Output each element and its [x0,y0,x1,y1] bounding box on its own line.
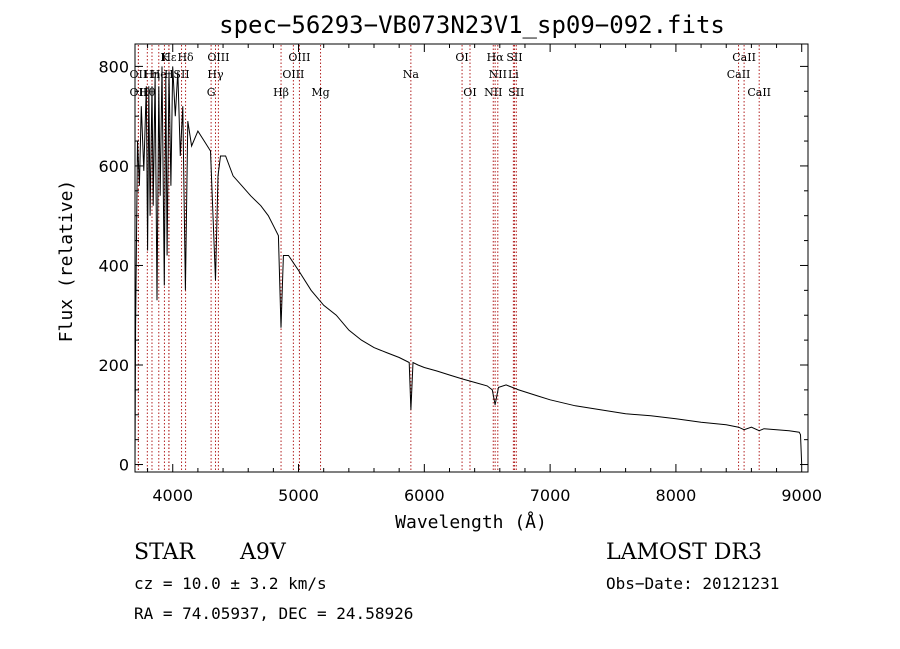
line-marker-label: CaII [732,51,756,64]
line-marker-label: OI [463,86,476,99]
line-marker-label: OIII [207,51,229,64]
line-marker-label: Hη [144,68,160,81]
x-tick-label: 4000 [152,486,193,505]
spectrum-line [134,66,803,465]
y-axis-ticks: 0 200 400 600 800 [98,57,808,475]
y-axis-label: Flux (relative) [56,180,77,343]
x-tick-label: 7000 [530,486,571,505]
y-tick-label: 0 [119,456,129,475]
line-marker-label: NII [489,68,507,81]
line-marker-label: Hδ [177,51,194,64]
line-marker-label: K [160,51,169,64]
y-tick-label: 800 [98,57,129,76]
x-tick-label: 9000 [781,486,822,505]
line-marker-label: SII [173,68,189,81]
line-marker-label: Hβ [273,86,289,99]
y-tick-label: 600 [98,157,129,176]
line-marker-label: Hα [487,51,505,64]
line-marker-label: Hε [161,51,177,64]
line-marker-label: SII [508,86,524,99]
line-marker-label: SII [506,51,522,64]
redshift-cz: cz = 10.0 ± 3.2 km/s [134,574,327,593]
line-marker-label: OI [455,51,468,64]
line-marker-label: Hθ [139,86,156,99]
survey-name: LAMOST DR3 [606,540,762,565]
line-marker-label: OIII [288,51,310,64]
y-tick-label: 200 [98,356,129,375]
object-subclass: A9V [239,540,287,565]
line-marker-label: CaII [747,86,771,99]
line-marker-label: Li [508,68,519,81]
x-tick-label: 8000 [656,486,697,505]
chart-title: spec−56293−VB073N23V1_sp09−092.fits [219,11,725,39]
line-marker-label: Hγ [207,68,224,81]
line-marker-label: OII [130,68,148,81]
x-tick-label: 5000 [278,486,319,505]
obs-date: Obs−Date: 20121231 [606,574,779,593]
coordinates: RA = 74.05937, DEC = 24.58926 [134,604,413,623]
line-marker-label: OIII [282,68,304,81]
y-tick-label: 400 [98,256,129,275]
plot-frame [134,43,809,473]
line-marker-label: CaII [727,68,751,81]
line-marker-label: Na [403,68,420,81]
x-axis-ticks: 4000 5000 6000 7000 8000 9000 [147,44,822,505]
line-marker-label: Mg [311,86,329,99]
line-marker-label: OII [130,86,148,99]
object-class: STAR [134,540,196,565]
x-axis-label: Wavelength (Å) [395,511,547,533]
line-markers [137,45,760,471]
x-tick-label: 6000 [404,486,445,505]
line-marker-label: NII [484,86,502,99]
line-marker-label: G [207,86,216,99]
